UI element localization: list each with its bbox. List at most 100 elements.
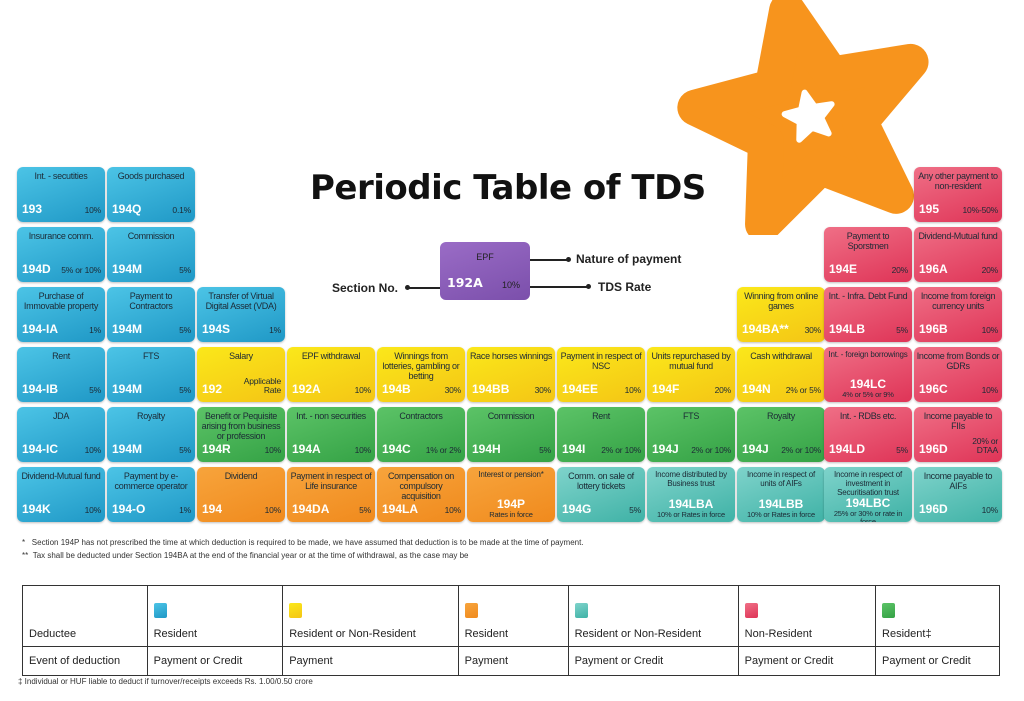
cell-nature: Interest or pension*: [478, 470, 544, 479]
tds-cell-194m: Royalty 194M 5%: [107, 407, 195, 462]
tds-rate-label: TDS Rate: [598, 280, 652, 294]
cell-nature: Rent: [52, 351, 70, 361]
cell-rate: Rates in force: [489, 510, 533, 519]
cell-nature: Int. - Infra. Debt Fund: [828, 291, 908, 301]
cell-section-rate-row: 194E 20%: [829, 263, 908, 276]
cell-nature: Payment in respect of NSC: [560, 351, 642, 371]
cell-section-rate-row: 194LBC 25% or 30% or rate in force: [826, 497, 910, 523]
event-value: Payment or Credit: [875, 646, 1000, 676]
cell-section-rate-row: 194P Rates in force: [489, 497, 533, 519]
cell-section: 194R: [202, 442, 231, 456]
tds-cell-194lbb: Income in respect of units of AIFs 194LBB…: [737, 467, 825, 522]
cell-section-rate-row: 194J 2% or 10%: [742, 443, 821, 456]
cell-nature: Income payable to AIFs: [923, 471, 993, 491]
event-value: Payment: [457, 646, 569, 676]
cell-section: 194S: [202, 322, 231, 336]
tds-cell-194bb: Race horses winnings 194BB 30%: [467, 347, 555, 402]
cell-nature: Commission: [487, 411, 535, 421]
cell-rate: 10% or Rates in force: [747, 510, 815, 519]
tds-cell-196d: Income payable to FIIs 196D 20% or DTAA: [914, 407, 1002, 462]
cell-rate: 5%: [896, 445, 908, 455]
cell-rate: 2% or 10%: [781, 445, 821, 455]
cell-section: 194F: [652, 382, 680, 396]
event-value: Payment or Credit: [146, 646, 284, 676]
cell-rate: 5%: [179, 445, 191, 455]
cell-rate: 5%: [179, 325, 191, 335]
cell-section: 194: [202, 502, 223, 516]
cell-section-rate-row: 194-O 1%: [112, 503, 191, 516]
cell-nature: Int. - foreign borrowings: [828, 350, 908, 359]
tds-cell-194ld: Int. - RDBs etc. 194LD 5%: [824, 407, 912, 462]
tds-cell-194m: FTS 194M 5%: [107, 347, 195, 402]
deductee-value: Resident: [464, 628, 509, 640]
cell-section-rate-row: 194LBA 10% or Rates in force: [657, 498, 725, 519]
cell-section: 194DA: [292, 502, 330, 516]
cell-nature: FTS: [682, 411, 700, 421]
cell-nature: Int. - non securities: [296, 411, 366, 421]
cell-nature: Royalty: [137, 411, 165, 421]
cell-section-rate-row: 194BA** 30%: [742, 323, 821, 336]
cell-section: 196B: [919, 322, 948, 336]
cell-section-rate-row: 194M 5%: [112, 263, 191, 276]
event-value: Payment or Credit: [567, 646, 739, 676]
cell-section: 194LC: [849, 377, 887, 391]
cell-section: 194N: [742, 382, 771, 396]
cell-rate: 10%: [84, 445, 102, 455]
cell-section-rate-row: 196D 10%: [919, 503, 998, 516]
cell-section-rate-row: 196C 10%: [919, 383, 998, 396]
connector-dot: [566, 257, 571, 262]
cell-nature: JDA: [52, 411, 70, 421]
tds-cell-194q: Goods purchased 194Q 0.1%: [107, 167, 195, 222]
key-column-yellow: Resident or Non-Resident: [282, 585, 459, 647]
tds-cell-194ee: Payment in respect of NSC 194EE 10%: [557, 347, 645, 402]
cell-section-rate-row: 194LC 4% or 5% or 9%: [842, 377, 894, 399]
cell-rate: 1%: [89, 325, 101, 335]
cell-section: 194LD: [829, 442, 866, 456]
cell-rate: 20%: [891, 265, 909, 275]
cell-rate: 25% or 30% or rate in force: [833, 509, 903, 523]
orange-star-logo-icon: [677, 0, 929, 235]
section-no-label: Section No.: [332, 281, 399, 295]
cell-section-rate-row: 194A 10%: [292, 443, 371, 456]
cell-rate: 0.1%: [172, 205, 191, 215]
connector-dot: [405, 285, 410, 290]
cell-section: 194Q: [112, 202, 142, 216]
cell-section-rate-row: 194S 1%: [202, 323, 281, 336]
cell-rate: 10%: [84, 505, 102, 515]
tds-cell-194la: Compensation on compulsory acquisition 19…: [377, 467, 465, 522]
tds-cell-196b: Income from foreign currency units 196B 10…: [914, 287, 1002, 342]
green-swatch: [882, 603, 896, 618]
tds-cell-194: Dividend 194 10%: [197, 467, 285, 522]
key-column-orange: Resident: [457, 585, 569, 647]
cell-nature: Payment to Contractors: [129, 291, 173, 311]
cell-rate: 5%: [179, 265, 191, 275]
page-title: Periodic Table of TDS: [310, 168, 706, 208]
tds-cell-196c: Income from Bonds or GDRs 196C 10%: [914, 347, 1002, 402]
tds-cell-194-o: Payment by e-commerce operator 194-O 1%: [107, 467, 195, 522]
cell-rate: 5% or 10%: [61, 265, 101, 275]
deductee-value: Resident or Non-Resident: [289, 628, 416, 640]
cell-section: 192A: [292, 382, 321, 396]
cell-nature: Winning from online games: [744, 291, 818, 311]
tds-cell-192: Salary 192 Applicable Rate: [197, 347, 285, 402]
cell-section-rate-row: 196A 20%: [919, 263, 998, 276]
cell-section: 194J: [742, 442, 769, 456]
cell-rate: Applicable Rate: [243, 376, 281, 395]
tds-cell-193: Int. - secutities 193 10%: [17, 167, 105, 222]
deductee-value: Resident or Non-Resident: [574, 628, 702, 640]
deductee-value: Resident: [153, 628, 198, 640]
tds-cell-195: Any other payment to non-resident 195 10%-…: [914, 167, 1002, 222]
cell-section: 194EE: [562, 382, 599, 396]
cell-nature: Contractors: [399, 411, 443, 421]
cell-rate: 5%: [629, 505, 641, 515]
cell-section: 194K: [22, 502, 51, 516]
cell-rate: 5%: [896, 325, 908, 335]
cell-section-rate-row: 194 10%: [202, 503, 281, 516]
cell-section-rate-row: 194LB 5%: [829, 323, 908, 336]
cell-nature: Salary: [229, 351, 253, 361]
note-mark: **: [22, 551, 29, 560]
cell-section-rate-row: 194N 2% or 5%: [742, 383, 821, 396]
cell-nature: Benefit or Pequisite arising from busine…: [201, 411, 281, 441]
cell-section: 194P: [496, 497, 525, 511]
tds-cell-194b: Winnings from lotteries, gambling or bet…: [377, 347, 465, 402]
